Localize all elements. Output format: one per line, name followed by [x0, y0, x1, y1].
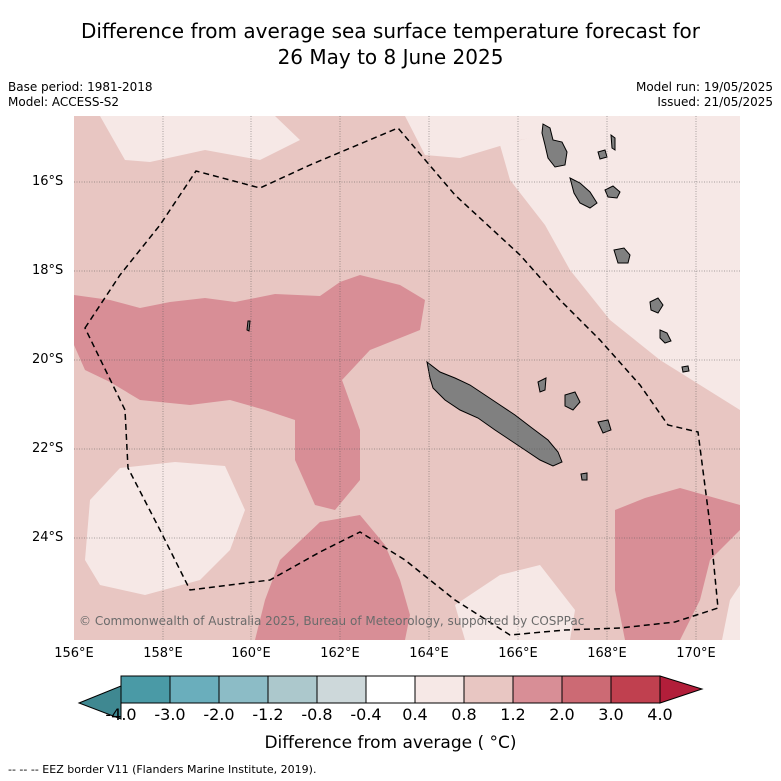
colorbar-label: -2.0 [203, 705, 235, 724]
colorbar-label: 4.0 [647, 705, 673, 724]
hunter-matthew-islet [681, 365, 690, 373]
vanuatu-north-islet [597, 149, 608, 160]
lon-tick-170e: 170°E [676, 646, 716, 661]
lon-tick-156e: 156°E [54, 646, 94, 661]
aneityum-island [659, 329, 672, 344]
colorbar-label: 1.2 [500, 705, 526, 724]
colorbar-segment [561, 675, 612, 704]
issued-date: Issued: 21/05/2025 [657, 95, 773, 109]
colorbar-over-arrow [659, 675, 704, 704]
colorbar-segment [218, 675, 269, 704]
meta-right: Model run: 19/05/2025 Issued: 21/05/2025 [636, 80, 773, 110]
tanna-island [649, 297, 664, 314]
colorbar-label: 0.4 [402, 705, 428, 724]
loyalty-island-ouvea [537, 377, 547, 393]
lon-tick-162e: 162°E [320, 646, 360, 661]
isle-of-pines [580, 472, 588, 481]
colorbar-label: -0.8 [301, 705, 333, 724]
anomaly-region-south-east-corner [722, 585, 740, 640]
land-islands [246, 123, 690, 481]
colorbar-segment [316, 675, 367, 704]
anomaly-region-south-east [615, 488, 740, 640]
colorbar-segment [414, 675, 465, 704]
map-title: Difference from average sea surface temp… [0, 18, 781, 70]
anomaly-region-south-central [255, 515, 410, 640]
colorbar-segment [267, 675, 318, 704]
vanuatu-east-islet [610, 133, 616, 151]
espiritu-santo-island [541, 123, 568, 168]
lon-tick-166e: 166°E [498, 646, 538, 661]
colorbar-segment [120, 675, 171, 704]
eez-legend-note: -- -- -- EEZ border V11 (Flanders Marine… [8, 763, 317, 776]
lon-tick-158e: 158°E [143, 646, 183, 661]
lat-tick-22s: 22°S [32, 441, 64, 456]
colorbar-label: 0.8 [451, 705, 477, 724]
efate-island [604, 185, 621, 199]
colorbar-label: -0.4 [350, 705, 382, 724]
anomaly-region-north-west [100, 116, 300, 162]
copyright-notice: © Commonwealth of Australia 2025, Bureau… [79, 614, 585, 628]
colorbar-label: 2.0 [549, 705, 575, 724]
colorbar-label: 3.0 [598, 705, 624, 724]
colorbar-segment [610, 675, 661, 704]
title-line-2: 26 May to 8 June 2025 [277, 45, 504, 69]
colorbar-label: -3.0 [154, 705, 186, 724]
lon-tick-164e: 164°E [409, 646, 449, 661]
colorbar-label: -4.0 [105, 705, 137, 724]
anomaly-region-south [455, 565, 575, 640]
anomaly-fields [74, 116, 740, 640]
model-name: Model: ACCESS-S2 [8, 95, 120, 109]
eez-border [84, 127, 719, 636]
malakula-island [569, 177, 598, 209]
colorbar-title: Difference from average ( °C) [264, 733, 517, 753]
lat-tick-20s: 20°S [32, 352, 64, 367]
loyalty-island-mare [597, 419, 612, 434]
chesterfield-islet [246, 320, 251, 332]
anomaly-region-north-east [405, 116, 620, 158]
loyalty-island-lifou [564, 391, 581, 411]
base-period: Base period: 1981-2018 [8, 80, 153, 94]
map-grid [74, 116, 740, 640]
lon-tick-168e: 168°E [587, 646, 627, 661]
meta-left: Base period: 1981-2018 Model: ACCESS-S2 [8, 80, 153, 110]
new-caledonia-island [426, 360, 563, 467]
anomaly-region-central [74, 275, 425, 510]
colorbar-segment [365, 675, 416, 704]
colorbar-segment [169, 675, 220, 704]
title-line-1: Difference from average sea surface temp… [80, 19, 700, 43]
erromango-island [613, 247, 631, 264]
anomaly-region-south-west [85, 462, 245, 595]
lat-tick-24s: 24°S [32, 530, 64, 545]
lat-tick-16s: 16°S [32, 174, 64, 189]
colorbar-segment [463, 675, 514, 704]
colorbar-label: -1.2 [252, 705, 284, 724]
colorbar-segment [512, 675, 563, 704]
colorbar [77, 675, 704, 720]
lat-tick-18s: 18°S [32, 263, 64, 278]
model-run: Model run: 19/05/2025 [635, 80, 773, 94]
lon-tick-160e: 160°E [231, 646, 271, 661]
